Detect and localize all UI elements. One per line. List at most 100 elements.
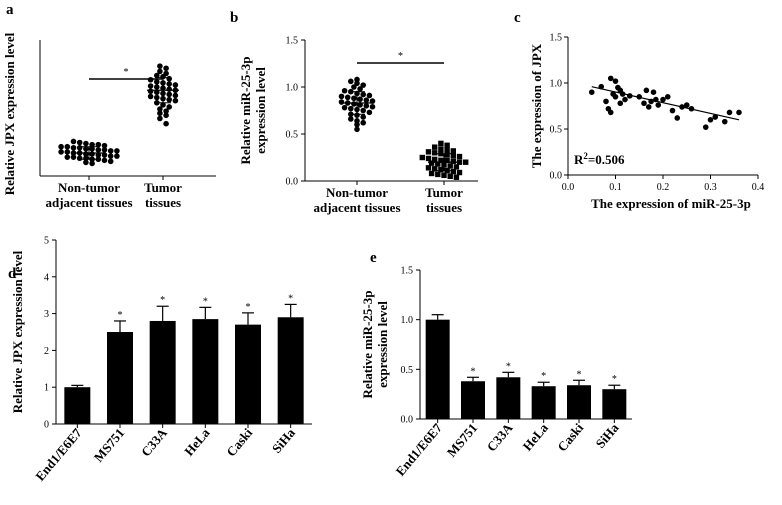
data-point bbox=[626, 93, 633, 99]
x-axis-label: The expression of miR-25-3p bbox=[591, 196, 751, 211]
x-category-label: tissues bbox=[145, 195, 181, 210]
y-tick-label: 0.5 bbox=[401, 365, 414, 376]
bar bbox=[602, 389, 627, 419]
data-point bbox=[438, 146, 444, 152]
data-point bbox=[366, 109, 373, 116]
data-point bbox=[95, 152, 102, 158]
panel-label-e: e bbox=[370, 250, 377, 266]
data-point bbox=[435, 161, 441, 167]
data-point bbox=[338, 99, 345, 105]
data-point bbox=[166, 91, 172, 98]
x-category-label: Non-tumor bbox=[326, 185, 388, 200]
data-point bbox=[101, 147, 108, 153]
data-point bbox=[360, 91, 367, 98]
data-point bbox=[70, 138, 77, 145]
data-point bbox=[58, 143, 64, 150]
data-point bbox=[341, 87, 348, 94]
data-point bbox=[357, 86, 363, 92]
data-point bbox=[425, 149, 432, 155]
y-tick-label: 1 bbox=[44, 383, 49, 394]
data-point bbox=[338, 93, 345, 100]
data-point bbox=[76, 139, 83, 146]
data-point bbox=[163, 108, 169, 114]
data-point bbox=[154, 72, 160, 79]
significance-star: * bbox=[398, 51, 403, 62]
data-point bbox=[444, 157, 450, 164]
data-point bbox=[736, 109, 742, 116]
y-tick-label: 0 bbox=[44, 420, 49, 431]
data-point bbox=[95, 147, 102, 153]
y-axis-label: Relative miR-25-3p bbox=[238, 57, 253, 165]
data-point bbox=[154, 89, 160, 96]
panel-label-d: d bbox=[8, 266, 17, 282]
x-category-label: C33A bbox=[138, 425, 170, 459]
data-point bbox=[648, 98, 654, 105]
data-point bbox=[351, 101, 357, 107]
data-point bbox=[348, 78, 354, 85]
fit-line bbox=[591, 86, 740, 121]
data-point bbox=[664, 94, 671, 100]
bar bbox=[425, 319, 450, 419]
r-squared-superscript: 2 bbox=[583, 151, 588, 161]
data-point bbox=[444, 151, 450, 158]
data-point bbox=[351, 84, 357, 90]
data-point bbox=[419, 154, 425, 161]
data-point bbox=[369, 103, 376, 110]
data-point bbox=[163, 112, 169, 119]
data-point bbox=[101, 142, 108, 149]
y-tick-label: 1.0 bbox=[550, 79, 563, 90]
data-point bbox=[450, 158, 456, 164]
data-point bbox=[107, 153, 114, 159]
y-tick-label: 1.5 bbox=[286, 36, 299, 47]
data-point bbox=[89, 160, 95, 167]
data-point bbox=[425, 155, 432, 162]
data-point bbox=[360, 82, 367, 88]
data-point bbox=[166, 104, 172, 110]
data-point bbox=[95, 141, 102, 148]
data-point bbox=[669, 107, 676, 114]
data-point bbox=[363, 103, 370, 109]
data-point bbox=[64, 154, 71, 160]
data-point bbox=[172, 92, 179, 99]
y-tick-label: 2 bbox=[44, 346, 49, 357]
data-point bbox=[154, 94, 160, 101]
significance-star: * bbox=[203, 296, 208, 307]
data-point bbox=[438, 157, 444, 164]
data-point bbox=[447, 163, 453, 169]
data-point bbox=[432, 156, 438, 163]
data-point bbox=[432, 166, 438, 172]
data-point bbox=[348, 105, 354, 112]
data-point bbox=[163, 65, 169, 72]
y-axis-label: Relative miR-25-3p bbox=[360, 291, 375, 399]
data-point bbox=[674, 115, 681, 121]
data-point bbox=[166, 96, 172, 103]
data-point bbox=[653, 96, 659, 103]
y-tick-label: 0.0 bbox=[401, 415, 414, 426]
data-point bbox=[643, 87, 650, 94]
data-point bbox=[438, 140, 444, 147]
data-point bbox=[354, 121, 360, 128]
data-point bbox=[453, 174, 460, 180]
y-axis-label: Relative JPX expression level bbox=[10, 250, 25, 413]
data-point bbox=[360, 114, 367, 120]
data-point bbox=[438, 167, 444, 173]
y-tick-label: 3 bbox=[44, 309, 49, 320]
data-point bbox=[351, 95, 357, 102]
data-point bbox=[101, 152, 108, 158]
bar bbox=[149, 320, 176, 424]
data-point bbox=[357, 96, 363, 103]
x-category-label: MS751 bbox=[444, 420, 481, 460]
panel-label-a: a bbox=[6, 2, 14, 18]
data-point bbox=[428, 170, 435, 177]
data-point bbox=[107, 148, 114, 154]
data-point bbox=[89, 146, 95, 152]
y-tick-label: 1.0 bbox=[401, 315, 414, 326]
data-point bbox=[463, 159, 469, 165]
data-point bbox=[157, 63, 163, 69]
data-point bbox=[655, 102, 662, 108]
x-category-label: adjacent tissues bbox=[313, 200, 400, 215]
data-point bbox=[172, 82, 179, 88]
bar bbox=[277, 317, 304, 424]
data-point bbox=[64, 143, 71, 150]
